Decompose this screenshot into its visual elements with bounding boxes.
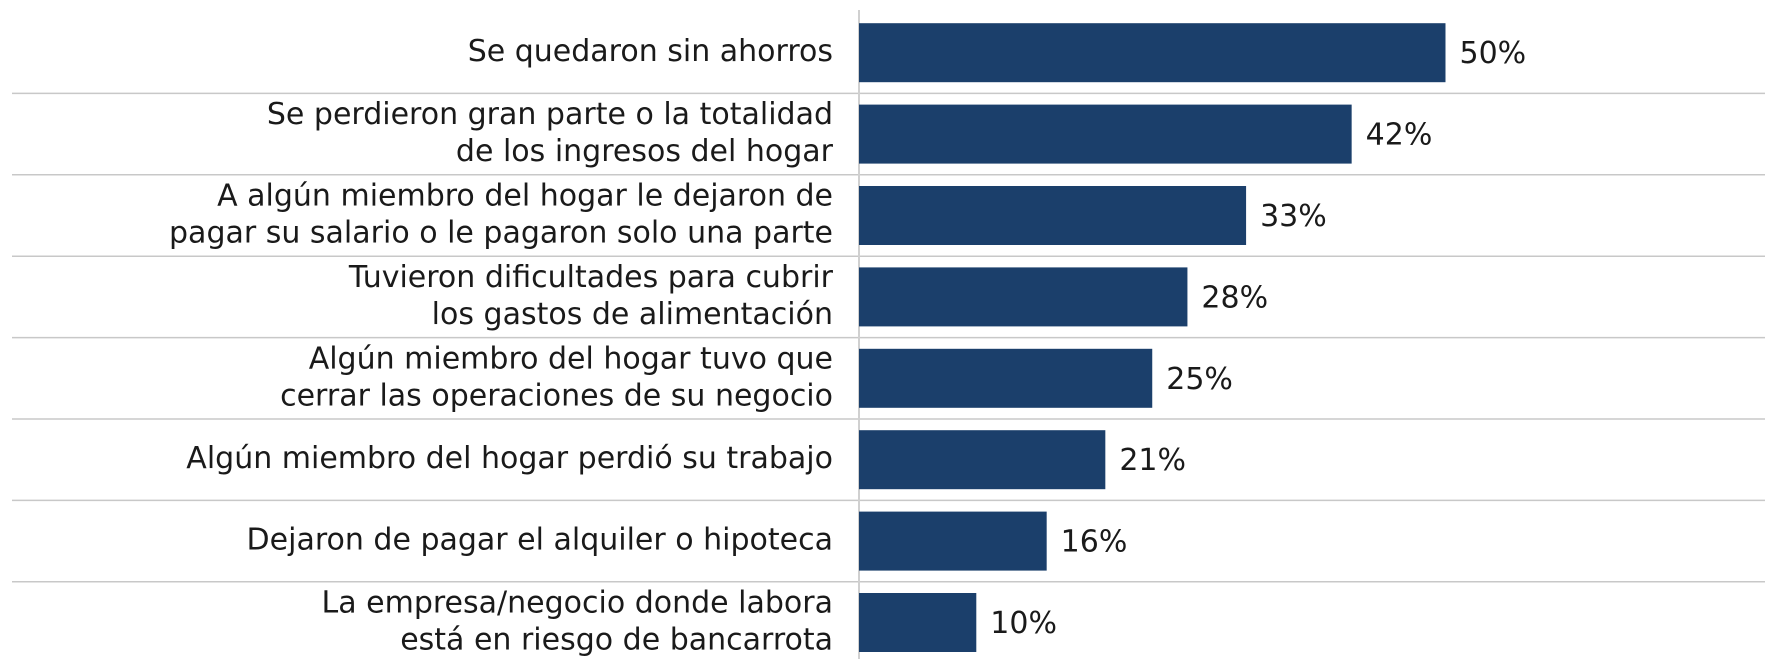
value-label: 25% bbox=[1166, 362, 1233, 397]
bar bbox=[859, 104, 1352, 164]
category-label: los gastos de alimentación bbox=[432, 297, 833, 332]
value-label: 21% bbox=[1119, 443, 1186, 478]
bar bbox=[859, 348, 1153, 408]
category-label: Se quedaron sin ahorros bbox=[468, 34, 833, 69]
value-label: 10% bbox=[990, 606, 1057, 641]
category-label: pagar su salario o le pagaron solo una p… bbox=[169, 216, 833, 251]
category-label: Algún miembro del hogar perdió su trabaj… bbox=[186, 441, 833, 476]
category-label: A algún miembro del hogar le dejaron de bbox=[217, 179, 833, 214]
bar bbox=[859, 511, 1047, 571]
category-label: está en riesgo de bancarrota bbox=[400, 623, 833, 658]
category-label: cerrar las operaciones de su negocio bbox=[280, 378, 833, 413]
category-label: Tuvieron dificultades para cubrir bbox=[348, 260, 834, 295]
category-label: Se perdieron gran parte o la totalidad bbox=[267, 97, 833, 132]
bar bbox=[859, 430, 1106, 490]
value-label: 16% bbox=[1061, 525, 1128, 560]
bar bbox=[859, 593, 977, 652]
value-label: 28% bbox=[1201, 280, 1268, 315]
category-label: Dejaron de pagar el alquiler o hipoteca bbox=[247, 523, 833, 558]
category-label: de los ingresos del hogar bbox=[456, 134, 834, 169]
category-label: Algún miembro del hogar tuvo que bbox=[309, 341, 833, 376]
bar bbox=[859, 267, 1188, 327]
category-label: La empresa/negocio donde labora bbox=[322, 586, 833, 621]
bar bbox=[859, 186, 1247, 245]
bar bbox=[859, 23, 1446, 83]
value-label: 33% bbox=[1260, 199, 1327, 234]
value-label: 42% bbox=[1366, 118, 1433, 153]
value-label: 50% bbox=[1459, 36, 1526, 71]
